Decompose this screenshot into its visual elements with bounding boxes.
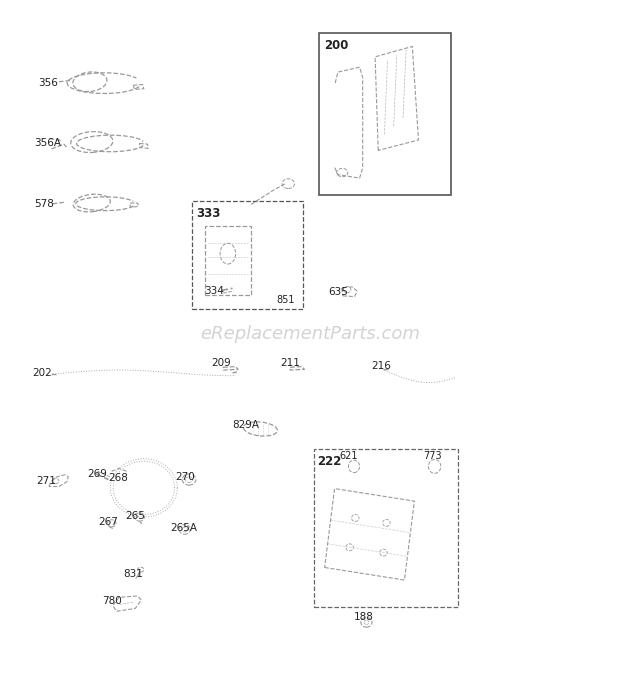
Bar — [319, 33, 451, 195]
Text: 216: 216 — [371, 361, 391, 371]
Text: 270: 270 — [175, 473, 195, 482]
Text: 356: 356 — [38, 78, 58, 88]
Text: 334: 334 — [205, 286, 224, 296]
Text: 222: 222 — [317, 455, 342, 468]
Text: 333: 333 — [196, 207, 220, 220]
Text: 831: 831 — [123, 569, 143, 579]
Bar — [192, 201, 303, 309]
Text: 211: 211 — [280, 358, 300, 368]
Text: 271: 271 — [36, 476, 56, 486]
Bar — [205, 226, 251, 295]
Text: 621: 621 — [340, 451, 358, 462]
Text: 265: 265 — [125, 511, 145, 520]
Text: 267: 267 — [98, 517, 118, 527]
Text: 188: 188 — [353, 612, 373, 622]
Bar — [314, 449, 458, 607]
Text: 209: 209 — [211, 358, 231, 368]
Text: 578: 578 — [34, 199, 54, 209]
Text: 269: 269 — [87, 469, 107, 479]
Text: 356A: 356A — [34, 139, 61, 148]
Text: 265A: 265A — [170, 523, 197, 533]
Text: 202: 202 — [32, 368, 52, 378]
Text: 200: 200 — [324, 39, 348, 52]
Text: 635: 635 — [329, 288, 348, 297]
Text: 829A: 829A — [232, 420, 260, 430]
Text: 780: 780 — [102, 596, 122, 606]
Text: 851: 851 — [276, 295, 294, 305]
Text: 268: 268 — [108, 473, 128, 483]
Text: eReplacementParts.com: eReplacementParts.com — [200, 325, 420, 343]
Text: 773: 773 — [423, 451, 441, 462]
